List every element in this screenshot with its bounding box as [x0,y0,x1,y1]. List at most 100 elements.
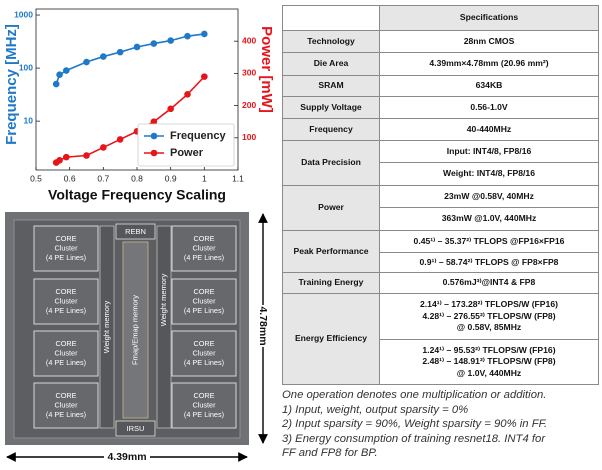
data-point [184,91,191,98]
top-block-label: REBN [125,227,146,236]
table-row: Peak Performance 0.45¹⁾ – 35.37²⁾ TFLOPS … [282,230,599,273]
core-cluster [171,278,237,325]
weight-memory-label: Weight memory [102,301,111,354]
table-row: Technology 28nm CMOS [282,30,599,53]
header-blank [282,5,380,31]
data-point [63,153,70,161]
table-row: Supply Voltage 0.56-1.0V [282,96,599,119]
row-value: 0.56-1.0V [379,96,599,119]
core-cluster [33,278,99,325]
table-row: Die Area 4.39mm×4.78mm (20.96 mm²) [282,52,599,76]
height-label: 4.78mm [257,306,269,345]
y2-tick-label: 400 [242,35,256,45]
table-header: Specifications [379,5,599,31]
fmap-memory-block [122,241,149,419]
row-label: Technology [282,30,380,53]
width-label-bg [104,450,150,464]
bottom-block [115,420,156,437]
data-point [52,80,60,88]
table-row: SRAM 634KB [282,75,599,97]
series-line [55,33,205,85]
row-label: Training Energy [282,272,380,294]
note-line: 1) Input, weight, output sparsity = 0% [282,403,469,416]
width-label: 4.39mm [107,451,146,463]
data-point [201,30,208,38]
data-point [150,118,158,125]
row-value: Weight: INT4/8, FP8/16 [379,162,599,186]
core-cluster-label: (4 PE Lines) [46,358,86,367]
note-line: One operation denotes one multiplication… [282,389,547,401]
x-tick-label: 1.1 [232,173,244,183]
row-value: 1.24¹⁾ – 95.53²⁾ TFLOPS/W (FP16) 2.48¹⁾ –… [379,339,599,385]
x-tick-label: 0.6 [64,173,76,183]
core-cluster-label: (4 PE Lines) [46,410,86,419]
note-line: 3) Energy consumption of training resnet… [282,432,546,445]
table-row: Frequency 40-440MHz [282,118,599,141]
weight-memory-label: Weight memory [159,274,168,327]
row-value: 634KB [379,75,599,97]
row-label: Frequency [282,118,380,141]
data-point [83,152,90,159]
weight-memory-block [99,225,115,429]
legend-label: Power [170,147,204,159]
table-row: Training Energy 0.576mJ³⁾@INT4 & FP8 [282,272,599,294]
value-line: 2.14¹⁾ – 173.28²⁾ TFLOPS/W (FP16) [420,299,558,310]
row-label: Data Precision [282,140,380,186]
core-cluster-label: (4 PE Lines) [184,410,224,419]
bottom-block-label: IRSU [127,424,145,433]
value-line: 4.39mm×4.78mm (20.96 mm²) [429,58,549,69]
value-line: Weight: INT4/8, FP8/16 [442,168,535,179]
row-value: 2.14¹⁾ – 173.28²⁾ TFLOPS/W (FP16) 4.28¹⁾ … [379,293,599,340]
row-label: Supply Voltage [282,96,380,119]
data-point [201,73,208,80]
height-label-bg [256,305,270,347]
value-line: 0.9¹⁾ – 58.74²⁾ TFLOPS @ FP8×FP8 [419,256,559,267]
y2-tick-label: 300 [242,68,256,78]
core-cluster [171,225,237,272]
table-row: Power 23mW @0.58V, 40MHz [282,185,599,231]
data-point [56,157,63,164]
weight-memory-block [156,225,172,429]
core-cluster-label: (4 PE Lines) [184,306,224,315]
value-line: 40-440MHz [466,123,512,134]
core-cluster-label: CORE [193,339,214,348]
row-value: 23mW @0.58V, 40MHz [379,185,599,208]
core-cluster-label: Cluster [192,348,216,357]
data-point [100,53,107,60]
core-cluster [171,330,237,377]
fmap-memory-label: Fmap/Emap memory [130,295,139,365]
core-cluster-label: CORE [193,391,214,400]
core-cluster-label: CORE [55,339,76,348]
core-cluster [33,225,99,272]
data-point [100,144,107,151]
row-label: Power [282,185,380,231]
value-line: 363mW @1.0V, 440MHz [441,213,537,224]
table-row: 1.24¹⁾ – 95.53²⁾ TFLOPS/W (FP16) 2.48¹⁾ –… [283,339,599,385]
core-cluster-label: Cluster [192,243,216,252]
core-cluster-label: Cluster [54,243,78,252]
data-point [116,48,124,56]
value-line: @ 0.58V, 85MHz [456,322,522,333]
row-value: Input: INT4/8, FP8/16 [379,140,599,163]
x-axis-title: Voltage Frequency Scaling [48,187,226,203]
core-cluster [33,330,99,377]
value-line: 0.576mJ³⁾@INT4 & FP8 [442,277,536,288]
table-row: Energy Efficiency 2.14¹⁾ – 173.28²⁾ TFLOP… [282,293,599,385]
x-tick-label: 0.8 [131,173,143,183]
value-line: 2.48¹⁾ – 148.91²⁾ TFLOPS/W (FP8) [422,356,556,367]
value-line: 0.45¹⁾ – 35.37²⁾ TFLOPS @FP16×FP16 [413,235,565,246]
data-point [167,105,174,113]
y2-tick-label: 200 [242,100,256,110]
row-value: 28nm CMOS [379,30,599,53]
row-value: 0.45¹⁾ – 35.37²⁾ TFLOPS @FP16×FP16 [379,230,599,253]
legend-box [137,123,235,167]
notes: One operation denotes one multiplication… [282,388,600,461]
row-label: Peak Performance [282,230,380,273]
core-cluster-label: Cluster [192,400,216,409]
core-cluster-label: Cluster [54,296,78,305]
table-row: Data Precision Input: INT4/8, FP8/16 [282,140,599,186]
x-tick-label: 0.7 [97,173,109,183]
value-line: 634KB [475,80,503,91]
